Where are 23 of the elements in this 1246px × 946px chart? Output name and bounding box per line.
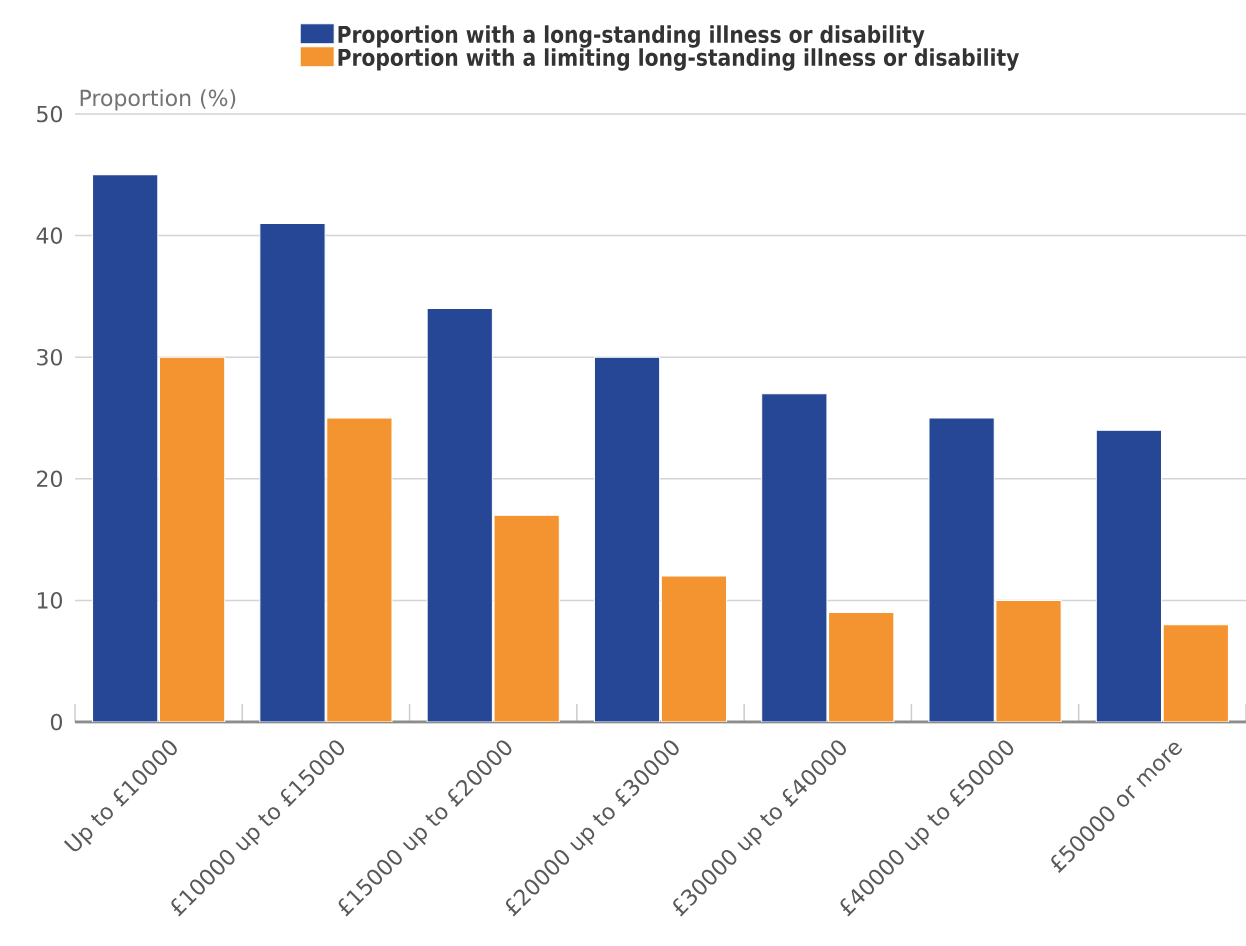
bar [326,417,393,722]
y-axis-title: Proportion (%) [80,89,236,111]
y-tick-label: 10 [37,592,62,609]
y-tick-label: 30 [37,348,62,366]
y-tick-label: 20 [37,470,62,488]
legend-label: Proportion with a limiting long-standing illness or disability [338,48,1020,71]
bar [426,308,493,722]
y-tick-label: 40 [36,227,62,244]
bar [1095,429,1163,722]
y-tick-label: 0 [50,713,63,731]
bar [259,222,326,722]
legend-label: Proportion with a long-standing illness or disability [338,25,925,48]
bar [1162,624,1229,722]
y-tick-label: 50 [37,105,62,123]
bar [593,356,661,722]
bar [761,393,828,722]
bar [493,514,560,722]
bar [995,599,1062,722]
bar [660,575,728,722]
bar [92,174,159,722]
bar [828,612,895,722]
bar [928,417,995,722]
bar [158,356,226,722]
